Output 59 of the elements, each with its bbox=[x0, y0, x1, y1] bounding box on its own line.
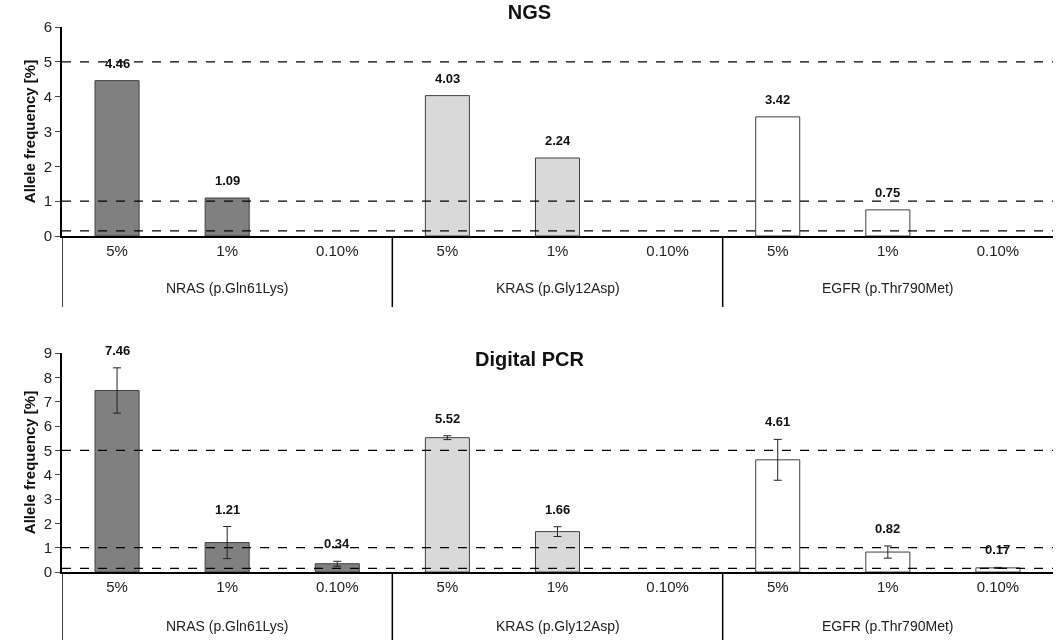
x-tick-label: 5% bbox=[106, 242, 128, 259]
x-tick-label: 1% bbox=[546, 578, 569, 595]
data-label: 2.24 bbox=[545, 133, 572, 148]
x-tick-label: 0.10% bbox=[976, 242, 1020, 259]
x-tick-label: 0.10% bbox=[316, 578, 359, 595]
y-tick-label: 2 bbox=[43, 157, 52, 175]
y-axis-title: Allele frequency [%] bbox=[21, 59, 39, 204]
y-tick-label: 3 bbox=[43, 490, 52, 508]
y-tick-label: 4 bbox=[43, 465, 52, 483]
x-tick-label: 1% bbox=[546, 242, 569, 259]
x-tick-label: 0.10% bbox=[316, 242, 359, 259]
x-tick-label: 1% bbox=[876, 578, 899, 595]
x-tick-label: 5% bbox=[766, 242, 789, 259]
text: NRAS (p.Gln61Lys) bbox=[166, 618, 289, 634]
data-label: 0.34 bbox=[324, 536, 351, 551]
y-tick-label: 0 bbox=[43, 563, 52, 581]
data-label: 4.61 bbox=[765, 414, 791, 429]
text: KRAS (p.Gly12Asp) bbox=[496, 618, 620, 634]
y-tick-label: 0 bbox=[43, 227, 52, 245]
y-tick-label: 7 bbox=[43, 392, 52, 410]
x-tick-label: 1% bbox=[216, 242, 239, 259]
x-tick-label: 5% bbox=[436, 242, 459, 259]
data-label: 7.46 bbox=[105, 343, 131, 358]
text: KRAS (p.Gly12Asp) bbox=[496, 280, 620, 296]
data-label: 4.03 bbox=[435, 71, 461, 86]
text: NRAS (p.Gln61Lys) bbox=[166, 280, 289, 296]
x-tick-label: 1% bbox=[216, 578, 239, 595]
y-tick-label: 5 bbox=[43, 53, 52, 71]
data-label: 0.17 bbox=[985, 542, 1011, 557]
chart-title: NGS bbox=[507, 0, 552, 23]
data-label: 1.21 bbox=[215, 502, 241, 517]
x-tick-label: 0.10% bbox=[646, 242, 689, 259]
y-tick-label: 2 bbox=[43, 514, 52, 532]
x-tick-label: 0.10% bbox=[976, 578, 1020, 595]
data-label: 3.42 bbox=[765, 92, 791, 107]
y-tick-label: 3 bbox=[43, 122, 52, 140]
y-tick-label: 6 bbox=[43, 417, 52, 435]
data-label: 0.75 bbox=[875, 185, 901, 200]
y-tick-label: 4 bbox=[43, 87, 52, 105]
y-tick-label: 8 bbox=[43, 368, 52, 386]
data-label: 5.52 bbox=[435, 411, 461, 426]
y-tick-label: 5 bbox=[43, 441, 52, 459]
data-label: 1.66 bbox=[545, 502, 571, 517]
x-tick-label: 5% bbox=[436, 578, 459, 595]
x-tick-label: 5% bbox=[106, 578, 128, 595]
y-tick-label: 1 bbox=[43, 192, 52, 210]
y-tick-label: 6 bbox=[43, 18, 52, 36]
x-tick-label: 1% bbox=[876, 242, 899, 259]
data-label: 1.09 bbox=[215, 173, 241, 188]
y-axis-title: Allele frequency [%] bbox=[21, 390, 39, 535]
chart-title: Digital PCR bbox=[475, 348, 585, 370]
y-tick-label: 9 bbox=[43, 344, 52, 362]
x-tick-label: 5% bbox=[766, 578, 789, 595]
y-tick-label: 1 bbox=[43, 538, 52, 556]
text: EGFR (p.Thr790Met) bbox=[822, 280, 954, 296]
text: EGFR (p.Thr790Met) bbox=[822, 618, 954, 634]
x-tick-label: 0.10% bbox=[646, 578, 689, 595]
data-label: 4.46 bbox=[105, 56, 131, 71]
data-label: 0.82 bbox=[875, 521, 901, 536]
